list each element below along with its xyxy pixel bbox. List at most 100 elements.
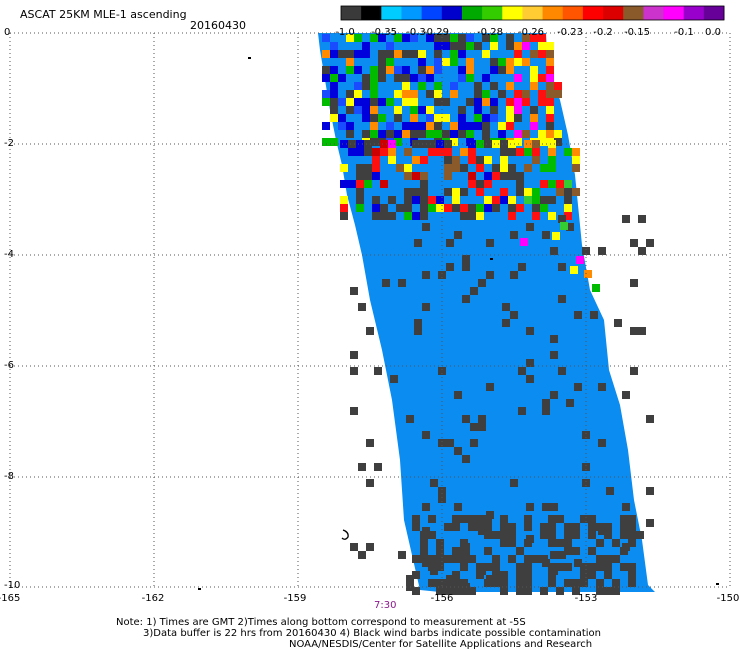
- data-cell: [340, 204, 348, 212]
- data-cell: [426, 106, 434, 114]
- data-cell: [444, 164, 452, 172]
- data-cell: [582, 431, 590, 439]
- data-cell: [436, 555, 444, 563]
- data-cell: [346, 66, 354, 74]
- data-cell: [402, 34, 410, 42]
- data-cell: [622, 391, 630, 399]
- data-cell: [452, 587, 460, 595]
- data-cell: [548, 212, 556, 220]
- data-cell: [340, 196, 348, 204]
- data-cell: [500, 587, 508, 595]
- data-cell: [458, 34, 466, 42]
- data-cell: [450, 82, 458, 90]
- colorbar-label: 0.0: [705, 27, 721, 38]
- data-cell: [468, 212, 476, 220]
- data-cell: [420, 180, 428, 188]
- data-cell: [476, 515, 484, 523]
- data-cell: [364, 180, 372, 188]
- data-cell: [370, 74, 378, 82]
- x-tick-label: -153: [574, 593, 598, 604]
- colorbar-swatch: [341, 6, 362, 20]
- data-cell: [514, 106, 522, 114]
- data-cell: [514, 90, 522, 98]
- data-cell: [622, 503, 630, 511]
- data-cell: [540, 555, 548, 563]
- data-cell: [498, 58, 506, 66]
- data-cell: [460, 212, 468, 220]
- data-cell: [434, 34, 442, 42]
- colorbar-label: -0.2: [593, 27, 613, 38]
- data-cell: [404, 212, 412, 220]
- data-cell: [370, 130, 378, 138]
- data-cell: [402, 66, 410, 74]
- data-cell: [380, 180, 388, 188]
- data-cell: [548, 180, 556, 188]
- data-cell: [338, 74, 346, 82]
- data-cell: [524, 571, 532, 579]
- data-cell: [386, 122, 394, 130]
- data-cell: [378, 34, 386, 42]
- data-cell: [506, 98, 514, 106]
- data-cell: [564, 148, 572, 156]
- data-cell: [532, 148, 540, 156]
- data-cell: [580, 563, 588, 571]
- data-cell: [556, 563, 564, 571]
- data-cell: [446, 239, 454, 247]
- data-cell: [442, 114, 450, 122]
- data-cell: [438, 367, 446, 375]
- data-cell: [410, 34, 418, 42]
- data-cell: [638, 215, 646, 223]
- data-cells-layer: [322, 34, 654, 595]
- data-cell: [630, 367, 638, 375]
- data-cell: [378, 98, 386, 106]
- data-cell: [596, 563, 604, 571]
- data-cell: [550, 351, 558, 359]
- colorbar-swatch: [421, 6, 443, 20]
- wind-barb-marks: [198, 57, 719, 590]
- data-cell: [476, 204, 484, 212]
- colorbar-swatch: [482, 6, 503, 20]
- data-cell: [444, 579, 452, 587]
- data-cell: [404, 172, 412, 180]
- data-cell: [574, 383, 582, 391]
- data-cell: [410, 90, 418, 98]
- data-cell: [412, 515, 420, 523]
- data-cell: [460, 515, 468, 523]
- data-cell: [540, 164, 548, 172]
- data-cell: [468, 148, 476, 156]
- data-cell: [444, 188, 452, 196]
- data-cell: [444, 555, 452, 563]
- data-cell: [514, 114, 522, 122]
- data-cell: [564, 180, 572, 188]
- data-cell: [410, 114, 418, 122]
- data-cell: [458, 66, 466, 74]
- data-cell: [500, 515, 508, 523]
- data-cell: [412, 587, 420, 595]
- data-cell: [614, 319, 622, 327]
- data-cell: [484, 515, 492, 523]
- data-cell: [366, 479, 374, 487]
- data-cell: [572, 587, 580, 595]
- data-cell: [330, 106, 338, 114]
- data-cell: [444, 523, 452, 531]
- data-cell: [558, 263, 566, 271]
- data-cell: [446, 263, 454, 271]
- data-cell: [470, 287, 478, 295]
- data-cell: [630, 327, 638, 335]
- data-cell: [580, 515, 588, 523]
- data-cell: [484, 204, 492, 212]
- data-cell: [492, 555, 500, 563]
- colorbar-label: -0.35: [371, 27, 397, 38]
- data-cell: [482, 98, 490, 106]
- data-cell: [476, 563, 484, 571]
- data-cell: [434, 98, 442, 106]
- data-cell: [510, 311, 518, 319]
- data-cell: [596, 579, 604, 587]
- data-cell: [530, 122, 538, 130]
- data-cell: [514, 58, 522, 66]
- data-cell: [508, 523, 516, 531]
- data-cell: [346, 50, 354, 58]
- data-cell: [330, 74, 338, 82]
- data-cell: [372, 156, 380, 164]
- data-cell: [420, 547, 428, 555]
